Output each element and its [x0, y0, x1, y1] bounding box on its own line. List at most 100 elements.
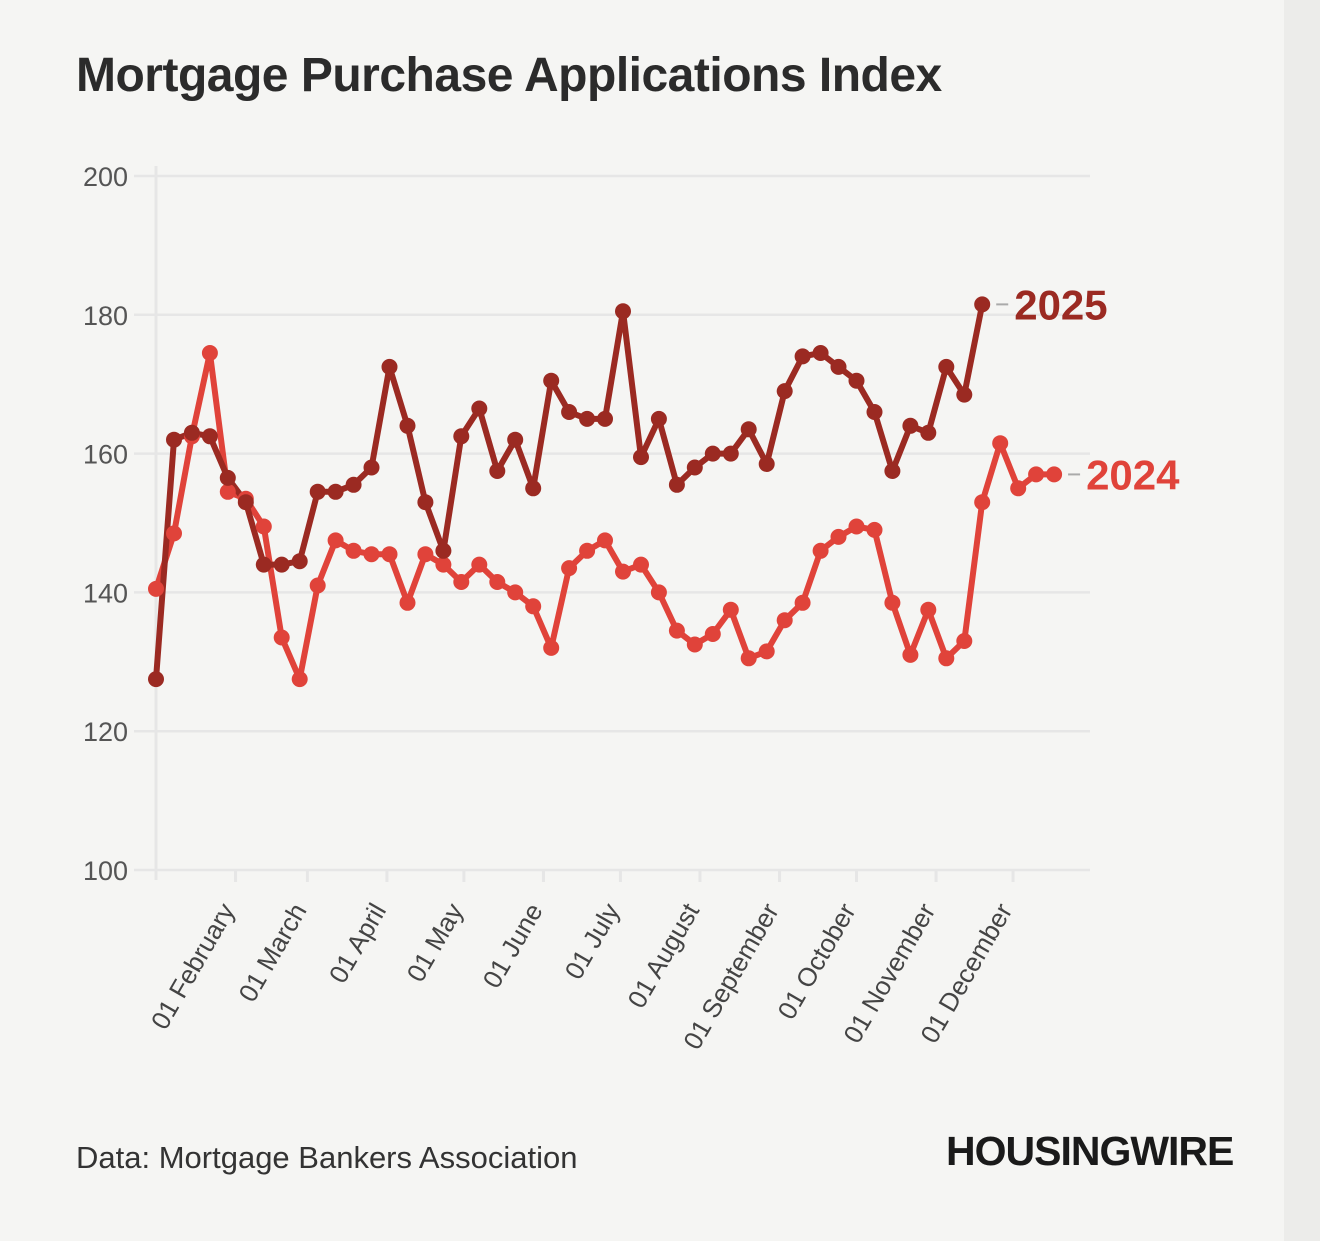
data-point-2025: [884, 463, 901, 479]
data-point-2024: [417, 546, 434, 563]
data-point-2024: [812, 542, 829, 559]
data-point-2025: [345, 476, 362, 493]
data-point-2024: [579, 542, 596, 559]
data-point-2025: [704, 445, 721, 462]
y-axis: 100 120 140 160 180 200: [83, 162, 158, 886]
data-point-2025: [327, 483, 344, 500]
data-point-2024: [956, 633, 973, 649]
data-point-2024: [974, 494, 991, 511]
data-point-2024: [902, 646, 919, 663]
data-point-2024: [884, 594, 901, 611]
data-point-2024: [291, 671, 308, 688]
data-point-2024: [633, 556, 649, 573]
data-point-2025: [561, 404, 578, 420]
y-tick-label: 200: [83, 162, 128, 192]
data-point-2025: [471, 400, 488, 417]
data-point-2025: [525, 480, 542, 497]
data-point-2025: [255, 556, 272, 573]
data-point-2024: [309, 577, 326, 594]
data-point-2025: [201, 428, 218, 445]
data-point-2024: [938, 650, 955, 667]
brand-logo: HOUSINGWIRE: [946, 1128, 1234, 1174]
x-tick-label: 01 March: [232, 898, 312, 1007]
data-point-2025: [399, 417, 416, 434]
data-point-2024: [327, 532, 344, 549]
data-point-2025: [812, 345, 829, 361]
data-point-2024: [381, 546, 398, 563]
data-point-2024: [615, 563, 631, 580]
x-tick-label: 01 October: [771, 898, 861, 1025]
data-point-2024: [740, 650, 757, 667]
data-point-2025: [794, 348, 811, 365]
data-point-2025: [956, 386, 973, 403]
data-point-2024: [489, 574, 506, 590]
data-point-2024: [453, 574, 470, 590]
data-point-2025: [920, 424, 937, 441]
data-point-2024: [148, 580, 164, 597]
data-point-2025: [668, 476, 685, 493]
data-point-2024: [1046, 466, 1063, 483]
x-tick-label: 01 April: [323, 898, 392, 988]
data-point-2025: [740, 421, 757, 438]
data-point-2025: [363, 459, 380, 476]
data-point-2024: [166, 525, 182, 542]
data-point-2025: [848, 372, 865, 389]
data-point-2024: [848, 518, 865, 535]
x-tick-label: 01 June: [476, 898, 548, 993]
y-tick-label: 160: [83, 440, 128, 470]
data-point-2024: [650, 584, 667, 601]
data-point-2025: [938, 358, 955, 375]
data-point-2024: [201, 345, 218, 361]
chart-title: Mortgage Purchase Applications Index: [76, 49, 942, 102]
data-point-2024: [471, 556, 488, 573]
data-point-2025: [291, 553, 308, 570]
data-point-2024: [776, 612, 793, 629]
data-point-2024: [992, 435, 1009, 452]
data-point-2025: [597, 410, 613, 427]
data-point-2025: [686, 459, 703, 476]
data-point-2025: [489, 463, 506, 479]
data-point-2025: [381, 358, 398, 375]
x-tick-label: 01 July: [558, 898, 625, 984]
x-tick-label: 01 February: [145, 898, 241, 1034]
data-point-2024: [273, 629, 290, 646]
data-point-2024: [1010, 480, 1027, 497]
data-point-2025: [237, 494, 254, 511]
data-point-2024: [704, 626, 721, 642]
data-point-2024: [525, 598, 542, 615]
data-source: Data: Mortgage Bankers Association: [76, 1140, 578, 1175]
data-point-2025: [273, 556, 290, 573]
data-point-2024: [668, 622, 685, 639]
data-point-2024: [758, 643, 775, 660]
series-labels: 2024 2025: [996, 281, 1180, 498]
data-point-2025: [866, 404, 883, 420]
y-tick-label: 140: [83, 578, 128, 608]
data-point-2024: [686, 636, 703, 653]
data-point-2024: [561, 560, 578, 577]
data-point-2025: [183, 424, 200, 441]
series-label-2024: 2024: [1086, 451, 1180, 498]
data-point-2025: [417, 494, 434, 511]
page-edge: [1284, 0, 1320, 1241]
series-label-2025: 2025: [1014, 281, 1107, 328]
data-point-2024: [722, 601, 739, 618]
data-point-2024: [920, 601, 937, 618]
data-point-2024: [219, 483, 236, 500]
data-point-2025: [435, 542, 452, 559]
data-point-2025: [148, 671, 164, 688]
series-points: [148, 296, 1063, 688]
data-point-2025: [758, 456, 775, 472]
data-point-2025: [776, 383, 793, 400]
data-point-2025: [543, 372, 560, 389]
y-tick-label: 180: [83, 301, 128, 331]
data-point-2025: [579, 410, 596, 427]
data-point-2025: [507, 431, 524, 448]
data-point-2024: [1028, 466, 1045, 483]
data-point-2025: [166, 431, 182, 448]
data-point-2024: [543, 639, 560, 656]
data-point-2025: [309, 483, 326, 500]
data-point-2025: [974, 296, 991, 313]
data-point-2024: [830, 528, 847, 545]
